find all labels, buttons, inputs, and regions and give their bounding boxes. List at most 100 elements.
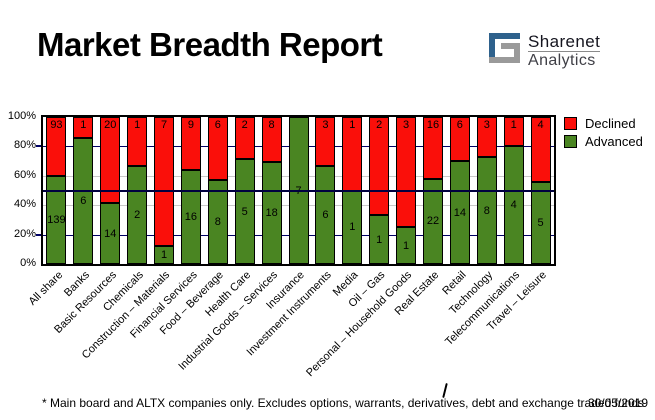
advanced-segment: 8	[476, 157, 497, 264]
advanced-segment: 22	[422, 178, 443, 264]
logo-divider	[528, 51, 601, 52]
declined-count: 4	[537, 119, 544, 131]
advanced-count: 16	[184, 210, 198, 223]
declined-count: 1	[510, 119, 517, 131]
advanced-segment: 1	[154, 245, 175, 264]
plot-area: 9313916201412719166825818736112131162261…	[41, 115, 556, 266]
declined-segment: 3	[396, 117, 417, 228]
declined-segment: 8	[261, 117, 282, 163]
advanced-segment: 18	[261, 162, 282, 264]
declined-segment: 3	[476, 117, 497, 158]
advanced-segment: 8	[207, 180, 228, 264]
advanced-count: 2	[134, 209, 141, 221]
declined-count: 1	[80, 119, 87, 131]
declined-segment: 1	[127, 117, 148, 166]
advanced-count: 14	[453, 206, 466, 219]
declined-segment: 6	[449, 117, 470, 162]
advanced-segment: 1	[342, 190, 363, 264]
bar-real-estate: 16 22	[422, 117, 443, 264]
declined-count: 20	[104, 119, 117, 131]
declined-segment: 6	[207, 117, 228, 180]
legend: Declined Advanced	[564, 114, 643, 150]
advanced-count: 8	[483, 204, 490, 217]
declined-segment: 3	[315, 117, 336, 166]
report-date: 30/05/2019	[587, 396, 648, 410]
declined-segment: 2	[234, 117, 255, 159]
declined-count: 6	[214, 119, 221, 131]
advanced-segment: 14	[449, 161, 470, 264]
advanced-count: 18	[265, 207, 278, 220]
declined-segment: 7	[154, 117, 175, 246]
declined-count: 3	[483, 119, 490, 131]
advanced-count: 8	[214, 216, 221, 228]
y-tick-label-100: 100%	[7, 110, 36, 122]
y-tick-label-80: 80%	[13, 139, 36, 152]
bar-basic-resources: 20 14	[100, 117, 121, 264]
declined-count: 7	[160, 119, 168, 131]
page-title: Market Breadth Report	[37, 26, 383, 63]
y-tick-label-40: 40%	[13, 198, 36, 211]
advanced-segment: 5	[234, 159, 255, 264]
declined-segment: 1	[503, 117, 524, 147]
bar-retail: 6 14	[449, 117, 470, 264]
declined-count: 3	[403, 119, 410, 131]
declined-count: 93	[50, 119, 63, 131]
sharenet-logo: Sharenet Analytics	[489, 33, 601, 69]
advanced-segment: 16	[180, 169, 201, 264]
declined-count: 16	[426, 119, 440, 131]
sharenet-logo-icon	[489, 33, 520, 63]
y-tick-label-0: 0%	[20, 257, 36, 269]
declined-count: 8	[268, 119, 275, 131]
advanced-segment: 5	[530, 182, 551, 264]
advanced-segment: 1	[396, 227, 417, 264]
declined-segment: 9	[180, 117, 201, 170]
advanced-swatch	[564, 134, 577, 148]
declined-count: 3	[322, 119, 329, 131]
advanced-count: 1	[376, 233, 383, 246]
advanced-count: 1	[349, 221, 356, 234]
legend-label: Advanced	[585, 133, 643, 149]
logo-subtitle: Analytics	[528, 52, 596, 69]
advanced-count: 6	[80, 195, 87, 207]
declined-count: 2	[376, 119, 383, 131]
declined-count: 2	[241, 119, 248, 131]
y-tick-label-60: 60%	[13, 168, 36, 181]
legend-item-declined: Declined	[564, 114, 643, 132]
declined-count: 9	[187, 119, 194, 131]
bar-all-share: 93 139	[46, 117, 67, 264]
x-label-0: All share	[26, 269, 65, 308]
y-tick-label-20: 20%	[13, 227, 36, 240]
declined-segment: 16	[422, 117, 443, 179]
advanced-count: 6	[322, 209, 329, 221]
advanced-count: 14	[104, 227, 117, 240]
y-tick-80	[36, 145, 41, 148]
declined-segment: 20	[100, 117, 121, 204]
advanced-segment: 2	[127, 166, 148, 264]
declined-segment: 1	[342, 117, 363, 191]
advanced-segment: 4	[503, 146, 524, 264]
declined-count: 1	[134, 119, 141, 131]
advanced-segment: 139	[46, 175, 67, 264]
advanced-count: 139	[47, 213, 66, 226]
advanced-count: 4	[510, 199, 517, 212]
advanced-count: 22	[426, 215, 440, 228]
declined-segment: 93	[46, 117, 67, 176]
logo-text: Sharenet Analytics	[528, 33, 601, 69]
advanced-count: 5	[241, 205, 248, 218]
advanced-count: 1	[403, 239, 410, 252]
legend-label: Declined	[585, 115, 636, 131]
advanced-segment: 6	[315, 166, 336, 264]
advanced-segment: 1	[369, 215, 390, 264]
declined-count: 6	[456, 119, 463, 131]
declined-count: 1	[349, 119, 356, 131]
y-tick-20	[36, 233, 41, 236]
